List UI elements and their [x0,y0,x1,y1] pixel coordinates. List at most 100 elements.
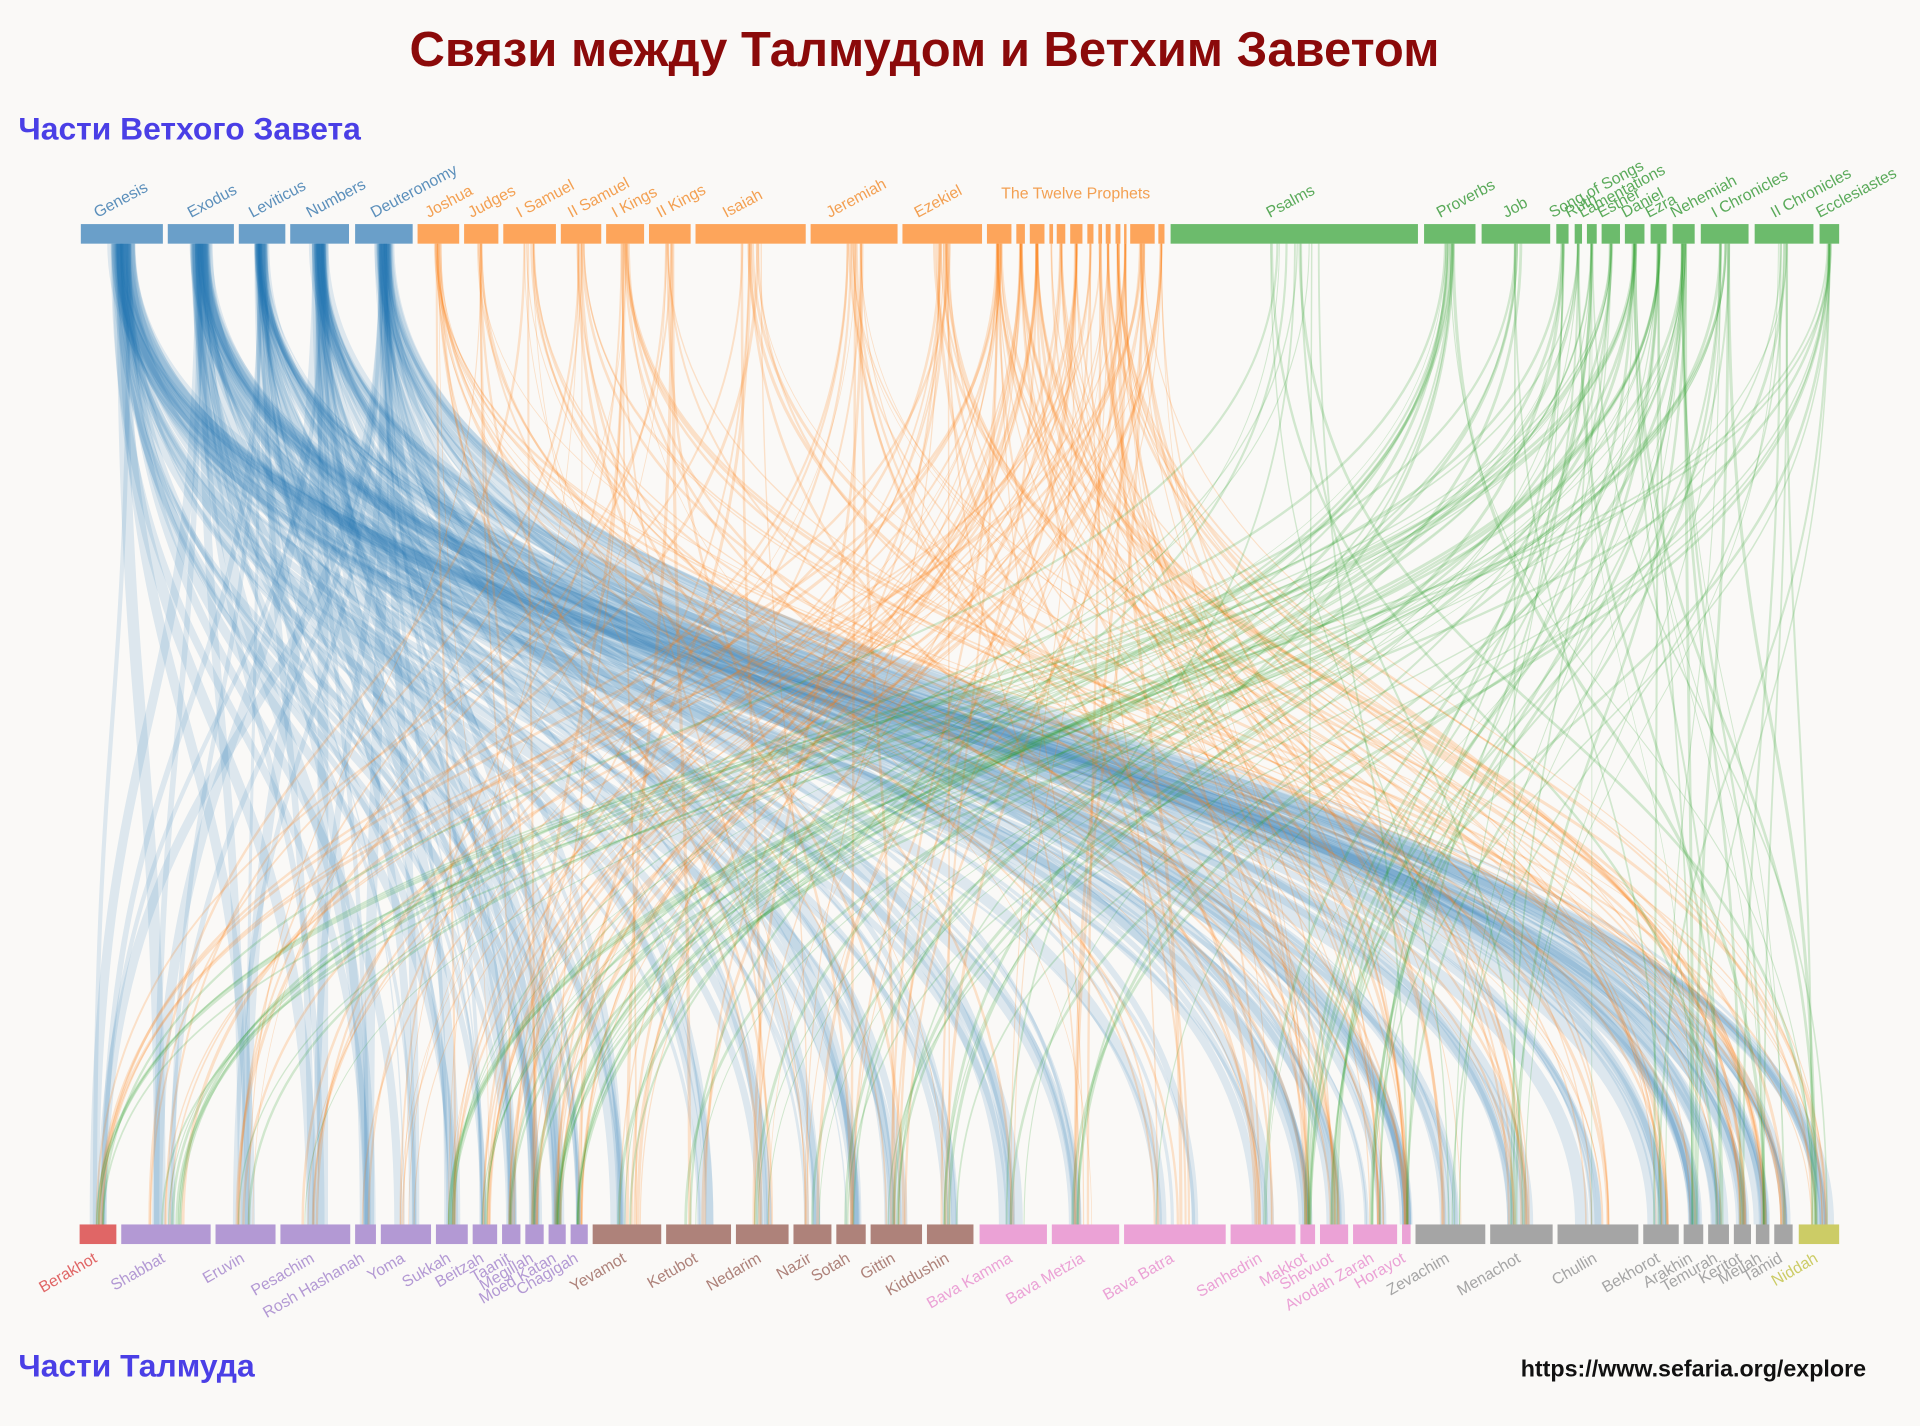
link [1139,243,1523,1225]
link [314,243,810,1225]
tractate-label: Chullin [1549,1250,1600,1289]
link [107,243,1768,1225]
tractate-label: Bava Metzia [1003,1250,1087,1309]
link [756,243,1661,1225]
tractate-bar [472,1224,498,1245]
link [168,243,1613,1225]
link [1160,243,1406,1225]
tractate-bar [1230,1224,1296,1245]
tractate-bar [926,1224,974,1245]
link [167,243,385,1225]
link [252,243,627,1225]
tractate-bar [1402,1224,1411,1245]
book-bar [1170,224,1418,244]
link [486,243,1310,1225]
link [192,243,516,1225]
link [95,243,1611,1225]
link [413,243,1109,1225]
link [377,243,1079,1225]
link [385,243,707,1225]
link [556,243,1038,1225]
link [486,243,948,1225]
tractate-label: Gittin [858,1250,899,1283]
link [115,243,1369,1225]
book-bar [1556,224,1569,244]
link [1089,243,1159,1225]
link [1060,243,1462,1225]
link [850,243,1311,1225]
link [1035,243,1410,1225]
link [191,243,1311,1225]
link [554,243,1580,1225]
link [190,243,560,1225]
tractate-bar [355,1224,376,1245]
link [116,243,861,1225]
link [1106,243,1747,1225]
link [316,243,1275,1225]
link [1300,243,1524,1225]
link [255,243,1747,1225]
tractate-label: Bava Batra [1100,1250,1177,1304]
link [947,243,951,1225]
link [1633,243,1721,1225]
link [312,243,1413,1225]
link [120,243,1835,1225]
link [408,243,857,1225]
link [201,243,714,1225]
link [666,243,1722,1225]
tractate-bar [280,1224,351,1245]
link [148,243,526,1225]
link [999,243,1828,1225]
book-bar [1115,224,1121,244]
link [114,243,543,1225]
link [448,243,1092,1225]
tractate-bar [1124,1224,1226,1245]
link [1307,243,1313,1225]
link [196,243,1602,1225]
link [378,243,578,1225]
link [577,243,1722,1225]
link [324,243,1593,1225]
link [509,243,1661,1225]
book-label: Numbers [304,176,369,221]
link [383,243,565,1225]
tractate-bar [1683,1224,1704,1245]
link [199,243,1341,1225]
link [386,243,483,1225]
link [996,243,1187,1225]
book-label: Job [1500,194,1531,221]
link [376,243,1514,1225]
tractate-label: Berakhot [36,1250,100,1297]
link [757,243,1527,1225]
link [257,243,1656,1225]
book-bar [1158,224,1165,244]
link [581,243,1022,1225]
link [1510,243,1593,1225]
link [1524,243,1722,1225]
link [1785,243,1814,1225]
link [557,243,624,1225]
book-bar [1819,224,1840,244]
link [112,243,318,1225]
link [205,243,487,1225]
link [851,243,1078,1225]
link [689,243,1288,1225]
source-url[interactable]: https://www.sefaria.org/explore [1521,1355,1866,1381]
link [760,243,809,1225]
link [448,243,579,1225]
link [1050,243,1691,1225]
link [117,243,255,1225]
book-bar [1124,224,1127,244]
link [171,243,1563,1225]
tractate-bar [1490,1224,1553,1245]
link [434,243,1261,1225]
link [1633,243,1818,1225]
link [639,243,1163,1225]
book-label: I Samuel [514,177,577,221]
link [189,243,1412,1225]
book-bar [290,224,349,244]
link [1681,243,1765,1225]
link [850,243,857,1225]
link [479,243,774,1225]
top-heading: Части Ветхого Завета [18,111,361,147]
